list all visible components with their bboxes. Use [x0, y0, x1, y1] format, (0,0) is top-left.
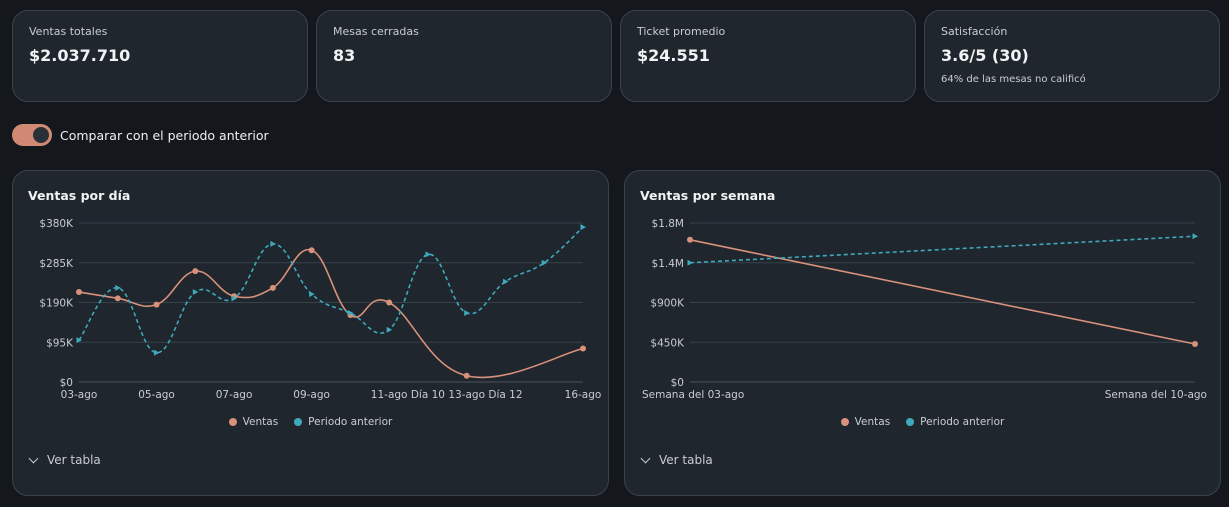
- legend-label: Ventas: [242, 416, 279, 428]
- legend-label: Periodo anterior: [308, 416, 393, 428]
- periodo-anterior-data-point: [347, 309, 354, 316]
- x-tick-label: 05-ago: [138, 389, 175, 401]
- chart-legend: Ventas Periodo anterior: [13, 416, 608, 428]
- periodo-anterior-data-point: [1192, 233, 1198, 240]
- periodo-anterior-data-point: [309, 291, 315, 298]
- x-tick-label: Día 10: [411, 389, 445, 401]
- x-tick-label: 09-ago: [293, 389, 330, 401]
- legend-item-periodo-anterior[interactable]: Periodo anterior: [906, 416, 1004, 428]
- compare-toggle-row: Comparar con el periodo anterior: [12, 124, 269, 146]
- kpi-card-satisfaccion: Satisfacción 3.6/5 (30) 64% de las mesas…: [924, 10, 1220, 102]
- chevron-down-icon: [640, 453, 651, 463]
- ventas-data-point: [580, 345, 586, 352]
- x-tick-label: 03-ago: [61, 389, 98, 401]
- compare-toggle-label: Comparar con el periodo anterior: [60, 127, 269, 143]
- periodo-anterior-data-point: [425, 251, 431, 258]
- chart-title: Ventas por día: [28, 188, 131, 203]
- periodo-anterior-data-point: [270, 240, 276, 247]
- kpi-card-ticket-promedio: Ticket promedio $24.551: [620, 10, 916, 102]
- periodo-anterior-data-point: [154, 349, 160, 356]
- x-tick-label: Semana del 03-ago: [642, 389, 744, 401]
- kpi-label: Satisfacción: [941, 25, 1008, 38]
- y-tick-label: $900K: [650, 298, 685, 310]
- y-tick-label: $0: [671, 377, 684, 389]
- ventas-data-point: [269, 284, 276, 291]
- chart-card-ventas-por-dia: $0 $95K $190K $285K $380K 03-ago 05-ago 07-ago 0…: [12, 170, 609, 496]
- kpi-value: 83: [333, 46, 356, 65]
- y-tick-label: $380K: [39, 218, 74, 230]
- y-tick-label: $450K: [650, 337, 685, 349]
- ventas-data-point: [153, 301, 160, 308]
- daily-chart-svg: $0 $95K $190K $285K $380K 03-ago 05-ago 07-ago 0…: [39, 218, 602, 401]
- y-tick-label: $1.4M: [652, 258, 684, 270]
- periodo-anterior-series-line: [78, 226, 584, 354]
- legend-label: Ventas: [854, 416, 891, 428]
- legend-item-periodo-anterior[interactable]: Periodo anterior: [294, 416, 392, 428]
- compare-toggle[interactable]: [12, 124, 52, 146]
- periodo-anterior-data-point: [115, 284, 121, 291]
- kpi-value: $24.551: [637, 46, 710, 65]
- ver-tabla-button[interactable]: Ver tabla: [28, 453, 101, 467]
- kpi-label: Ticket promedio: [637, 25, 726, 38]
- x-tick-label: Día 12: [488, 389, 522, 401]
- x-tick-label: 16-ago: [565, 389, 602, 401]
- ventas-data-point: [463, 372, 470, 379]
- chevron-down-icon: [28, 453, 39, 463]
- periodo-anterior-data-point: [231, 295, 238, 302]
- legend-item-ventas[interactable]: Ventas: [228, 416, 279, 428]
- kpi-subtext: 64% de las mesas no calificó: [941, 74, 1086, 85]
- periodo-anterior-data-point: [464, 309, 470, 316]
- kpi-label: Mesas cerradas: [333, 25, 419, 38]
- kpi-card-ventas-totales: Ventas totales $2.037.710: [12, 10, 308, 102]
- ventas-data-point: [76, 289, 82, 296]
- kpi-value: $2.037.710: [29, 46, 131, 65]
- periodo-anterior-series-line: [689, 235, 1196, 264]
- ventas-data-point: [308, 247, 315, 254]
- kpi-value: 3.6/5 (30): [941, 46, 1029, 65]
- x-tick-label: 13-ago: [448, 389, 485, 401]
- kpi-label: Ventas totales: [29, 25, 108, 38]
- legend-label: Periodo anterior: [920, 416, 1005, 428]
- ventas-series-line: [689, 238, 1196, 345]
- periodo-anterior-data-point: [192, 289, 199, 296]
- periodo-anterior-data-point: [386, 326, 393, 333]
- periodo-anterior-data-point: [76, 337, 82, 344]
- periodo-anterior-data-point: [541, 259, 548, 266]
- ventas-series-line: [78, 248, 584, 379]
- chart-legend: Ventas Periodo anterior: [625, 416, 1220, 428]
- y-tick-label: $1.8M: [652, 218, 684, 230]
- ventas-data-point: [1192, 341, 1198, 348]
- legend-dot: [228, 418, 237, 426]
- ventas-data-point: [386, 299, 393, 306]
- x-tick-label: 07-ago: [216, 389, 253, 401]
- y-tick-label: $285K: [39, 258, 74, 270]
- legend-dot: [840, 418, 849, 426]
- ver-tabla-label: Ver tabla: [659, 453, 713, 467]
- x-tick-label: Semana del 10-ago: [1105, 389, 1207, 401]
- periodo-anterior-data-point: [580, 224, 586, 231]
- ventas-data-point: [114, 295, 121, 302]
- legend-dot: [294, 418, 303, 426]
- ver-tabla-button[interactable]: Ver tabla: [640, 453, 713, 467]
- ver-tabla-label: Ver tabla: [47, 453, 101, 467]
- chart-card-ventas-por-semana: $0 $450K $900K $1.4M $1.8M Semana del 03-ago S…: [624, 170, 1221, 496]
- toggle-knob: [33, 127, 49, 143]
- kpi-card-mesas-cerradas: Mesas cerradas 83: [316, 10, 612, 102]
- weekly-chart-svg: $0 $450K $900K $1.4M $1.8M Semana del 03-ago S…: [642, 218, 1207, 401]
- x-tick-label: 11-ago: [371, 389, 408, 401]
- legend-item-ventas[interactable]: Ventas: [840, 416, 891, 428]
- chart-title: Ventas por semana: [640, 188, 776, 203]
- ventas-data-point: [192, 268, 199, 275]
- y-tick-label: $95K: [46, 337, 74, 349]
- legend-dot: [906, 418, 915, 426]
- y-tick-label: $190K: [39, 298, 74, 310]
- y-tick-label: $0: [60, 377, 73, 389]
- ventas-data-point: [687, 236, 693, 243]
- periodo-anterior-data-point: [687, 259, 693, 266]
- periodo-anterior-data-point: [502, 278, 509, 285]
